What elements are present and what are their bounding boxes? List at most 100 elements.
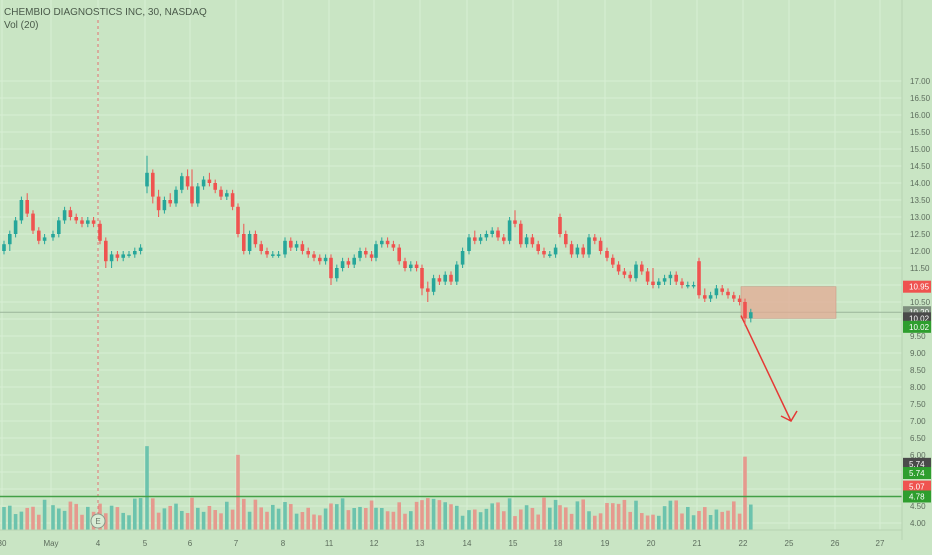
candle-body (57, 220, 61, 234)
price-tick-label: 9.50 (910, 332, 926, 341)
candle-body (259, 244, 263, 251)
volume-bar (691, 515, 696, 530)
last-price-tag-2 (903, 320, 931, 333)
volume-bars (2, 446, 753, 530)
volume-bar (207, 505, 212, 530)
volume-bar (703, 507, 707, 530)
time-tick-label: 20 (647, 539, 656, 548)
volume-bar (271, 504, 275, 530)
volume-bar (490, 503, 494, 530)
volume-bar (162, 508, 167, 530)
candle-body (598, 240, 603, 251)
price-tick-label: 14.50 (910, 162, 931, 171)
box-top-tag-label: 10.95 (909, 283, 930, 292)
candle-body (437, 278, 442, 282)
volume-tag-label: 5.07 (909, 483, 925, 492)
volume-bar (519, 509, 523, 530)
indicator-label[interactable]: Vol (20) (4, 20, 39, 31)
volume-bar (74, 503, 78, 530)
volume-bar (513, 516, 517, 530)
time-tick-label: 27 (876, 539, 885, 548)
candle-body (691, 285, 696, 287)
candle-body (708, 295, 713, 299)
candle-body (703, 295, 707, 299)
price-tick-label: 10.50 (910, 298, 931, 307)
symbol-title[interactable]: CHEMBIO DIAGNOSTICS INC, 30, NASDAQ (4, 7, 207, 18)
candle-body (25, 200, 29, 214)
price-tick-label: 7.00 (910, 417, 926, 426)
volume-tag (903, 480, 931, 493)
volume-bar (230, 509, 235, 530)
candle-body (530, 237, 535, 245)
volume-bar (346, 510, 351, 530)
volume-bar (294, 513, 299, 530)
volume-bar (449, 504, 453, 530)
time-tick-label: 21 (693, 539, 702, 548)
volume-bar (686, 506, 690, 530)
price-tick-label: 6.50 (910, 434, 926, 443)
candle-body (283, 240, 287, 255)
volume-bar (414, 501, 419, 530)
candle-body (219, 189, 223, 197)
price-tick-label: 7.50 (910, 400, 926, 409)
volume-bar (196, 507, 200, 530)
candle-body (640, 264, 644, 272)
volume-bar (409, 511, 413, 530)
candle-body (318, 257, 322, 262)
candle-body (145, 172, 149, 187)
volume-bar (558, 505, 562, 530)
candle-body (31, 213, 35, 231)
candle-body (364, 251, 368, 255)
volume-bar (714, 509, 719, 530)
volume-bar (300, 512, 305, 530)
candle-body (253, 234, 258, 245)
chart-legend: CHEMBIO DIAGNOSTICS INC, 30, NASDAQ Vol … (4, 6, 207, 32)
candle-body (616, 264, 621, 272)
candle-body (201, 179, 206, 187)
candle-body (569, 244, 574, 255)
candle-body (340, 261, 345, 268)
price-tick-label: 15.00 (910, 145, 931, 154)
volume-bar (478, 512, 483, 530)
time-tick-label: 8 (281, 539, 286, 548)
candle-body (127, 254, 131, 256)
price-tick-label: 12.50 (910, 230, 931, 239)
candle-body (726, 291, 730, 296)
candle-body (558, 217, 562, 234)
candle-body (662, 278, 667, 282)
volume-bar (104, 513, 108, 530)
candle-body (720, 288, 724, 292)
candle-body (513, 220, 517, 224)
time-tick-label: 19 (601, 539, 610, 548)
candle-body (276, 254, 281, 256)
time-axis: 30 May 4 5 6 7 8 11 12 13 14 15 18 19 20 21 22 25 26 27 (0, 529, 902, 548)
candle-body (168, 200, 172, 204)
candle-body (185, 176, 190, 187)
volume-bar (548, 507, 552, 530)
volume-bar (674, 500, 678, 530)
volume-bar (25, 507, 29, 530)
candle-body (524, 237, 529, 245)
volume-bar (289, 503, 293, 530)
volume-bar (502, 511, 506, 530)
volume-tag (903, 457, 931, 470)
candle-body (151, 172, 155, 197)
candle-body (426, 288, 430, 292)
candle-body (138, 247, 143, 251)
candle-body (484, 234, 489, 238)
candle-body (265, 251, 269, 255)
target-zone-box (740, 286, 837, 319)
price-tick-label: 13.00 (910, 213, 931, 222)
volume-bar (2, 507, 6, 530)
candle-body (19, 200, 24, 221)
price-tick-label: 8.50 (910, 366, 926, 375)
time-tick-label: 11 (325, 539, 334, 548)
candle-body (611, 257, 615, 265)
candle-body (121, 254, 125, 258)
volume-bar (605, 502, 609, 530)
volume-bar (593, 515, 597, 530)
volume-bar (201, 511, 206, 530)
candle-body (2, 244, 6, 251)
